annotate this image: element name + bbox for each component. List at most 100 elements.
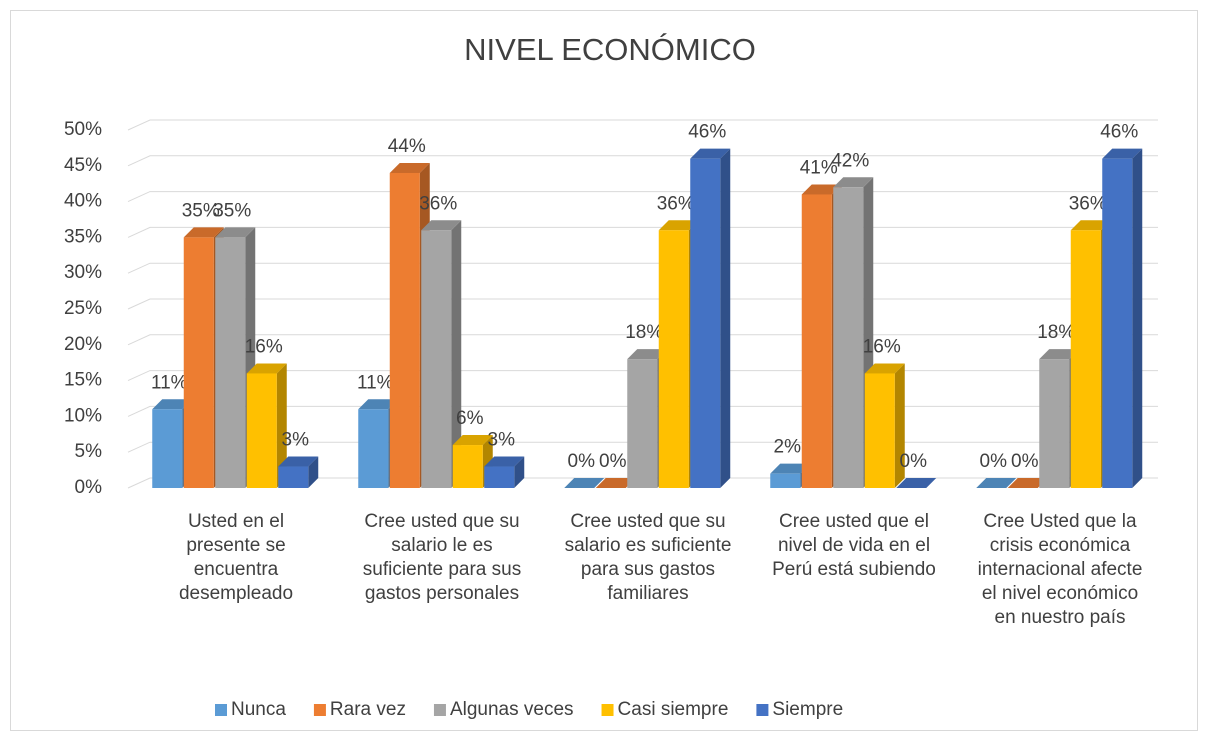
- bar-top: [770, 463, 811, 474]
- bar-top: [690, 148, 731, 159]
- legend-swatch: [433, 704, 446, 716]
- bar-top: [215, 227, 256, 238]
- bar: [833, 187, 864, 488]
- legend-label: Casi siempre: [618, 699, 729, 720]
- y-tick-label: 30%: [64, 262, 102, 283]
- y-tick-label: 45%: [64, 155, 102, 176]
- bar-top: [801, 184, 842, 195]
- y-tick-label: 10%: [64, 405, 102, 426]
- bar: [484, 466, 515, 488]
- bar-top: [484, 456, 525, 467]
- bar: [452, 445, 483, 488]
- bar-top: [358, 399, 399, 410]
- data-label: 35%: [182, 200, 220, 221]
- bar: [627, 359, 658, 488]
- legend-label: Siempre: [772, 699, 843, 720]
- y-tick-label: 0%: [75, 477, 103, 498]
- bar: [389, 172, 420, 488]
- data-label: 0%: [980, 451, 1008, 472]
- legend-swatch: [313, 704, 326, 716]
- legend-label: Nunca: [231, 699, 286, 720]
- legend-label: Rara vez: [330, 699, 406, 720]
- data-label: 3%: [488, 430, 516, 451]
- y-tick-label: 20%: [64, 334, 102, 355]
- bar-top: [595, 478, 636, 488]
- y-tick-label: 35%: [64, 226, 102, 247]
- bar: [658, 230, 689, 489]
- data-label: 0%: [599, 451, 627, 472]
- data-label: 46%: [1100, 122, 1138, 143]
- bar-top: [658, 220, 699, 231]
- bar-top: [627, 349, 668, 360]
- bar-side: [276, 363, 287, 488]
- bar-top: [864, 363, 905, 374]
- data-label: 42%: [831, 150, 869, 171]
- data-label: 0%: [568, 451, 596, 472]
- bar-top: [1007, 478, 1048, 488]
- data-label: 44%: [388, 136, 426, 157]
- bar: [801, 194, 832, 488]
- data-label: 18%: [625, 322, 663, 343]
- y-tick-label: 5%: [75, 441, 103, 462]
- bar: [1102, 158, 1133, 488]
- data-label: 36%: [657, 193, 695, 214]
- bar-top: [1070, 220, 1111, 231]
- bar-top: [246, 363, 287, 374]
- y-tick-label: 50%: [64, 119, 102, 140]
- x-tick-label: Cree usted que su salario le es suficien…: [362, 511, 522, 604]
- legend-swatch: [601, 704, 614, 716]
- bar: [770, 473, 801, 488]
- bar-top: [421, 220, 462, 231]
- bar-top: [896, 478, 937, 488]
- bar: [1070, 230, 1101, 489]
- bar: [183, 237, 214, 488]
- bar: [246, 373, 277, 488]
- bar-side: [451, 220, 462, 489]
- data-label: 11%: [151, 372, 188, 393]
- bar-top: [564, 478, 605, 488]
- data-label: 16%: [245, 336, 283, 357]
- data-label: 18%: [1037, 322, 1075, 343]
- data-label: 3%: [282, 430, 310, 451]
- data-label: 6%: [456, 408, 484, 429]
- bar-top: [183, 227, 224, 238]
- bar: [215, 237, 246, 488]
- bar-top: [1102, 148, 1143, 159]
- bar-top: [976, 478, 1017, 488]
- y-tick-label: 40%: [64, 191, 102, 212]
- bar-top: [833, 177, 874, 188]
- bar: [864, 373, 895, 488]
- bar-side: [894, 363, 905, 488]
- bar: [421, 230, 452, 489]
- bar-side: [308, 456, 319, 488]
- legend-label: Algunas veces: [450, 699, 574, 720]
- data-label: 36%: [419, 193, 457, 214]
- data-label: 35%: [213, 200, 251, 221]
- bar: [278, 466, 309, 488]
- x-tick-label: Cree Usted que la crisis económica inter…: [977, 511, 1143, 628]
- chart-title: NIVEL ECONÓMICO: [464, 32, 756, 67]
- bar-top: [152, 399, 193, 410]
- bar: [358, 409, 389, 488]
- legend-swatch: [215, 704, 227, 716]
- bar: [690, 158, 721, 488]
- bar-top: [389, 162, 430, 173]
- y-tick-label: 15%: [64, 370, 102, 391]
- data-label: 0%: [900, 451, 928, 472]
- data-label: 16%: [863, 336, 901, 357]
- x-tick-label: Cree usted que el nivel de vida en el Pe…: [772, 511, 936, 580]
- grid-line: [127, 155, 1158, 167]
- bar-top: [1039, 349, 1080, 360]
- data-label: 41%: [800, 157, 838, 178]
- y-tick-label: 25%: [64, 298, 102, 319]
- bar-side: [1132, 148, 1143, 488]
- bar-top: [278, 456, 319, 467]
- data-label: 36%: [1069, 193, 1107, 214]
- bar-side: [514, 456, 525, 488]
- legend-swatch: [756, 704, 769, 716]
- bar: [1039, 359, 1070, 488]
- x-tick-label: Cree usted que su salario es suficiente …: [564, 511, 732, 604]
- data-label: 46%: [688, 122, 726, 143]
